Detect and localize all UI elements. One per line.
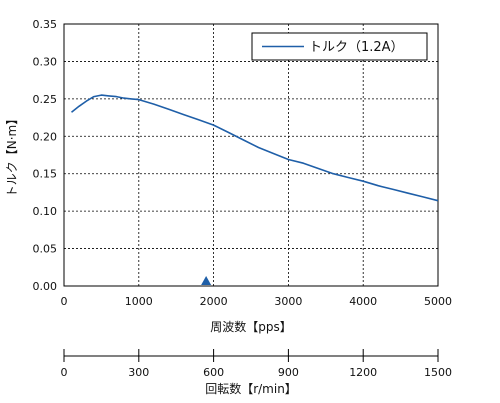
y-tick-label: 0.00 [33, 280, 58, 293]
y-tick-labels: 0.00 0.05 0.10 0.15 0.20 0.25 0.30 0.35 [33, 18, 58, 293]
plot-frame [63, 23, 439, 287]
secondary-tick-labels: 0 300 600 900 1200 1500 [61, 366, 453, 379]
y-tick-label: 0.35 [33, 18, 58, 31]
legend: トルク（1.2A） [251, 32, 428, 61]
secondary-axis-title: 回転数【r/min】 [205, 381, 297, 396]
x-tick-label: 3000 [274, 295, 302, 308]
secondary-axis: 0 300 600 900 1200 1500 回転数【r/min】 [61, 349, 453, 396]
secondary-tick-label: 1200 [349, 366, 377, 379]
y-tick-label: 0.15 [33, 168, 58, 181]
y-tick-label: 0.05 [33, 243, 58, 256]
secondary-tick-label: 1500 [424, 366, 452, 379]
x-tick-label: 0 [61, 295, 68, 308]
secondary-tick-label: 300 [128, 366, 149, 379]
series-line-0 [71, 94, 439, 202]
secondary-tick-label: 900 [278, 366, 299, 379]
y-tick-label: 0.30 [33, 55, 58, 68]
x-tick-labels: 0 1000 2000 3000 4000 5000 [61, 295, 453, 308]
marker-triangle [201, 276, 212, 285]
marker-layer [201, 276, 212, 285]
secondary-tick-label: 600 [203, 366, 224, 379]
legend-label: トルク（1.2A） [309, 40, 404, 55]
x-axis-title: 周波数【pps】 [210, 319, 292, 334]
grid [64, 24, 438, 286]
y-tick-label: 0.25 [33, 93, 58, 106]
series-layer [71, 94, 439, 202]
x-tick-label: 1000 [125, 295, 153, 308]
x-tick-label: 4000 [349, 295, 377, 308]
secondary-tick-label: 0 [61, 366, 68, 379]
y-tick-label: 0.20 [33, 130, 58, 143]
x-tick-label: 5000 [424, 295, 452, 308]
y-axis-title: トルク【N·m】 [5, 113, 19, 197]
y-tick-label: 0.10 [33, 205, 58, 218]
secondary-tick-marks [63, 349, 439, 362]
x-tick-label: 2000 [200, 295, 228, 308]
